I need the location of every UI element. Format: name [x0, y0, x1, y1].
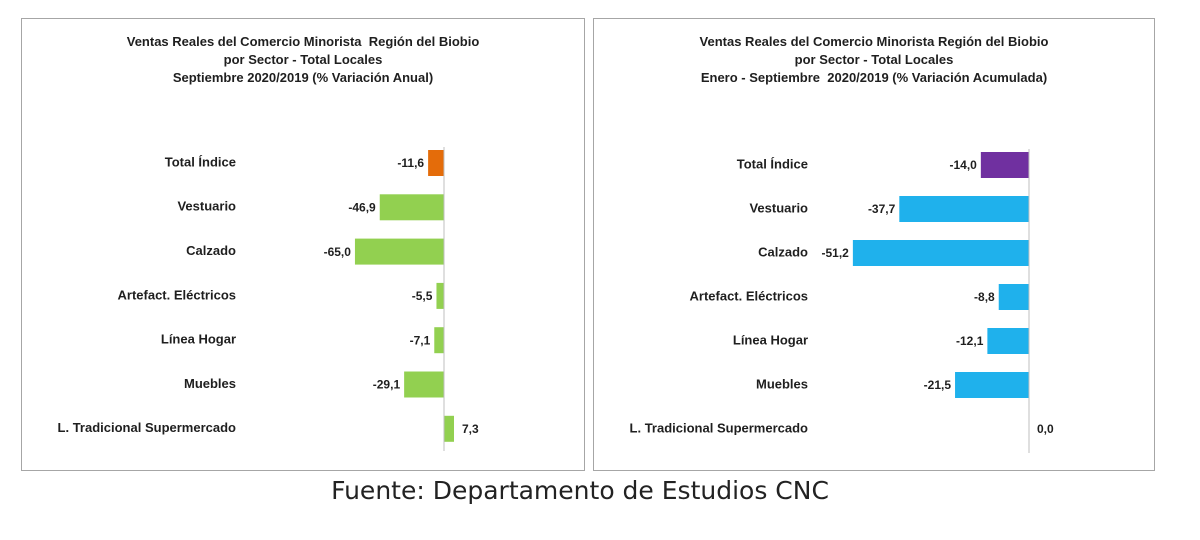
- category-label: Calzado: [186, 243, 236, 258]
- category-label: Línea Hogar: [733, 332, 808, 347]
- title-line-1: Ventas Reales del Comercio Minorista Reg…: [699, 34, 1049, 49]
- category-label: Artefact. Eléctricos: [690, 288, 809, 303]
- bar-chart-anual: Total Índice -11,6 Vestuario -46,9 Calzado -6…: [58, 147, 479, 451]
- data-label: -12,1: [956, 334, 984, 348]
- bar: [434, 327, 444, 354]
- data-label: -8,8: [974, 290, 995, 304]
- category-label: Línea Hogar: [161, 332, 236, 347]
- title-line-3: Septiembre 2020/2019 (% Variación Anual): [172, 70, 434, 85]
- data-label: -51,2: [822, 246, 850, 260]
- bar: [955, 372, 1029, 398]
- bar: [998, 284, 1029, 310]
- category-label: Muebles: [756, 376, 808, 391]
- data-label: -21,5: [924, 378, 952, 392]
- data-label: -14,0: [949, 158, 977, 172]
- bar-chart-acumulada: Total Índice -14,0 Vestuario -37,7 Calzado -5…: [630, 149, 1054, 453]
- data-label: -7,1: [410, 333, 431, 347]
- category-label: Total Índice: [737, 156, 808, 171]
- data-label: -65,0: [324, 245, 352, 259]
- bar: [899, 196, 1029, 222]
- chart-title: Ventas Reales del Comercio Minorista Reg…: [22, 33, 584, 87]
- chart-panel-acumulada: Ventas Reales del Comercio Minorista Reg…: [593, 18, 1155, 471]
- bar: [404, 371, 444, 398]
- category-label: Muebles: [184, 376, 236, 391]
- category-label: Calzado: [758, 244, 808, 259]
- category-label: L. Tradicional Supermercado: [630, 420, 808, 435]
- chart-title: Ventas Reales del Comercio Minorista Reg…: [594, 33, 1154, 87]
- data-label: -46,9: [348, 200, 376, 214]
- title-line-3: Enero - Septiembre 2020/2019 (% Variació…: [700, 70, 1048, 85]
- bar: [436, 282, 444, 309]
- category-label: L. Tradicional Supermercado: [58, 420, 236, 435]
- data-label: -37,7: [868, 202, 896, 216]
- bar: [379, 194, 444, 221]
- data-label: 7,3: [462, 422, 479, 436]
- category-label: Vestuario: [177, 199, 236, 214]
- title-line-2: por Sector - Total Locales: [223, 52, 383, 67]
- bar: [980, 152, 1029, 178]
- bar: [428, 150, 444, 176]
- bar: [852, 240, 1029, 266]
- data-label: -29,1: [373, 378, 401, 392]
- bar: [444, 415, 455, 442]
- category-label: Vestuario: [749, 200, 808, 215]
- data-label: 0,0: [1037, 422, 1054, 436]
- bar: [354, 238, 444, 265]
- chart-panel-anual: Ventas Reales del Comercio Minorista Reg…: [21, 18, 585, 471]
- category-label: Total Índice: [165, 154, 236, 169]
- category-label: Artefact. Eléctricos: [118, 287, 237, 302]
- data-label: -11,6: [397, 156, 424, 170]
- source-note: Fuente: Departamento de Estudios CNC: [331, 476, 829, 505]
- title-line-1: Ventas Reales del Comercio Minorista Reg…: [126, 34, 480, 49]
- bar: [987, 328, 1029, 354]
- title-line-2: por Sector - Total Locales: [794, 52, 954, 67]
- data-label: -5,5: [412, 289, 433, 303]
